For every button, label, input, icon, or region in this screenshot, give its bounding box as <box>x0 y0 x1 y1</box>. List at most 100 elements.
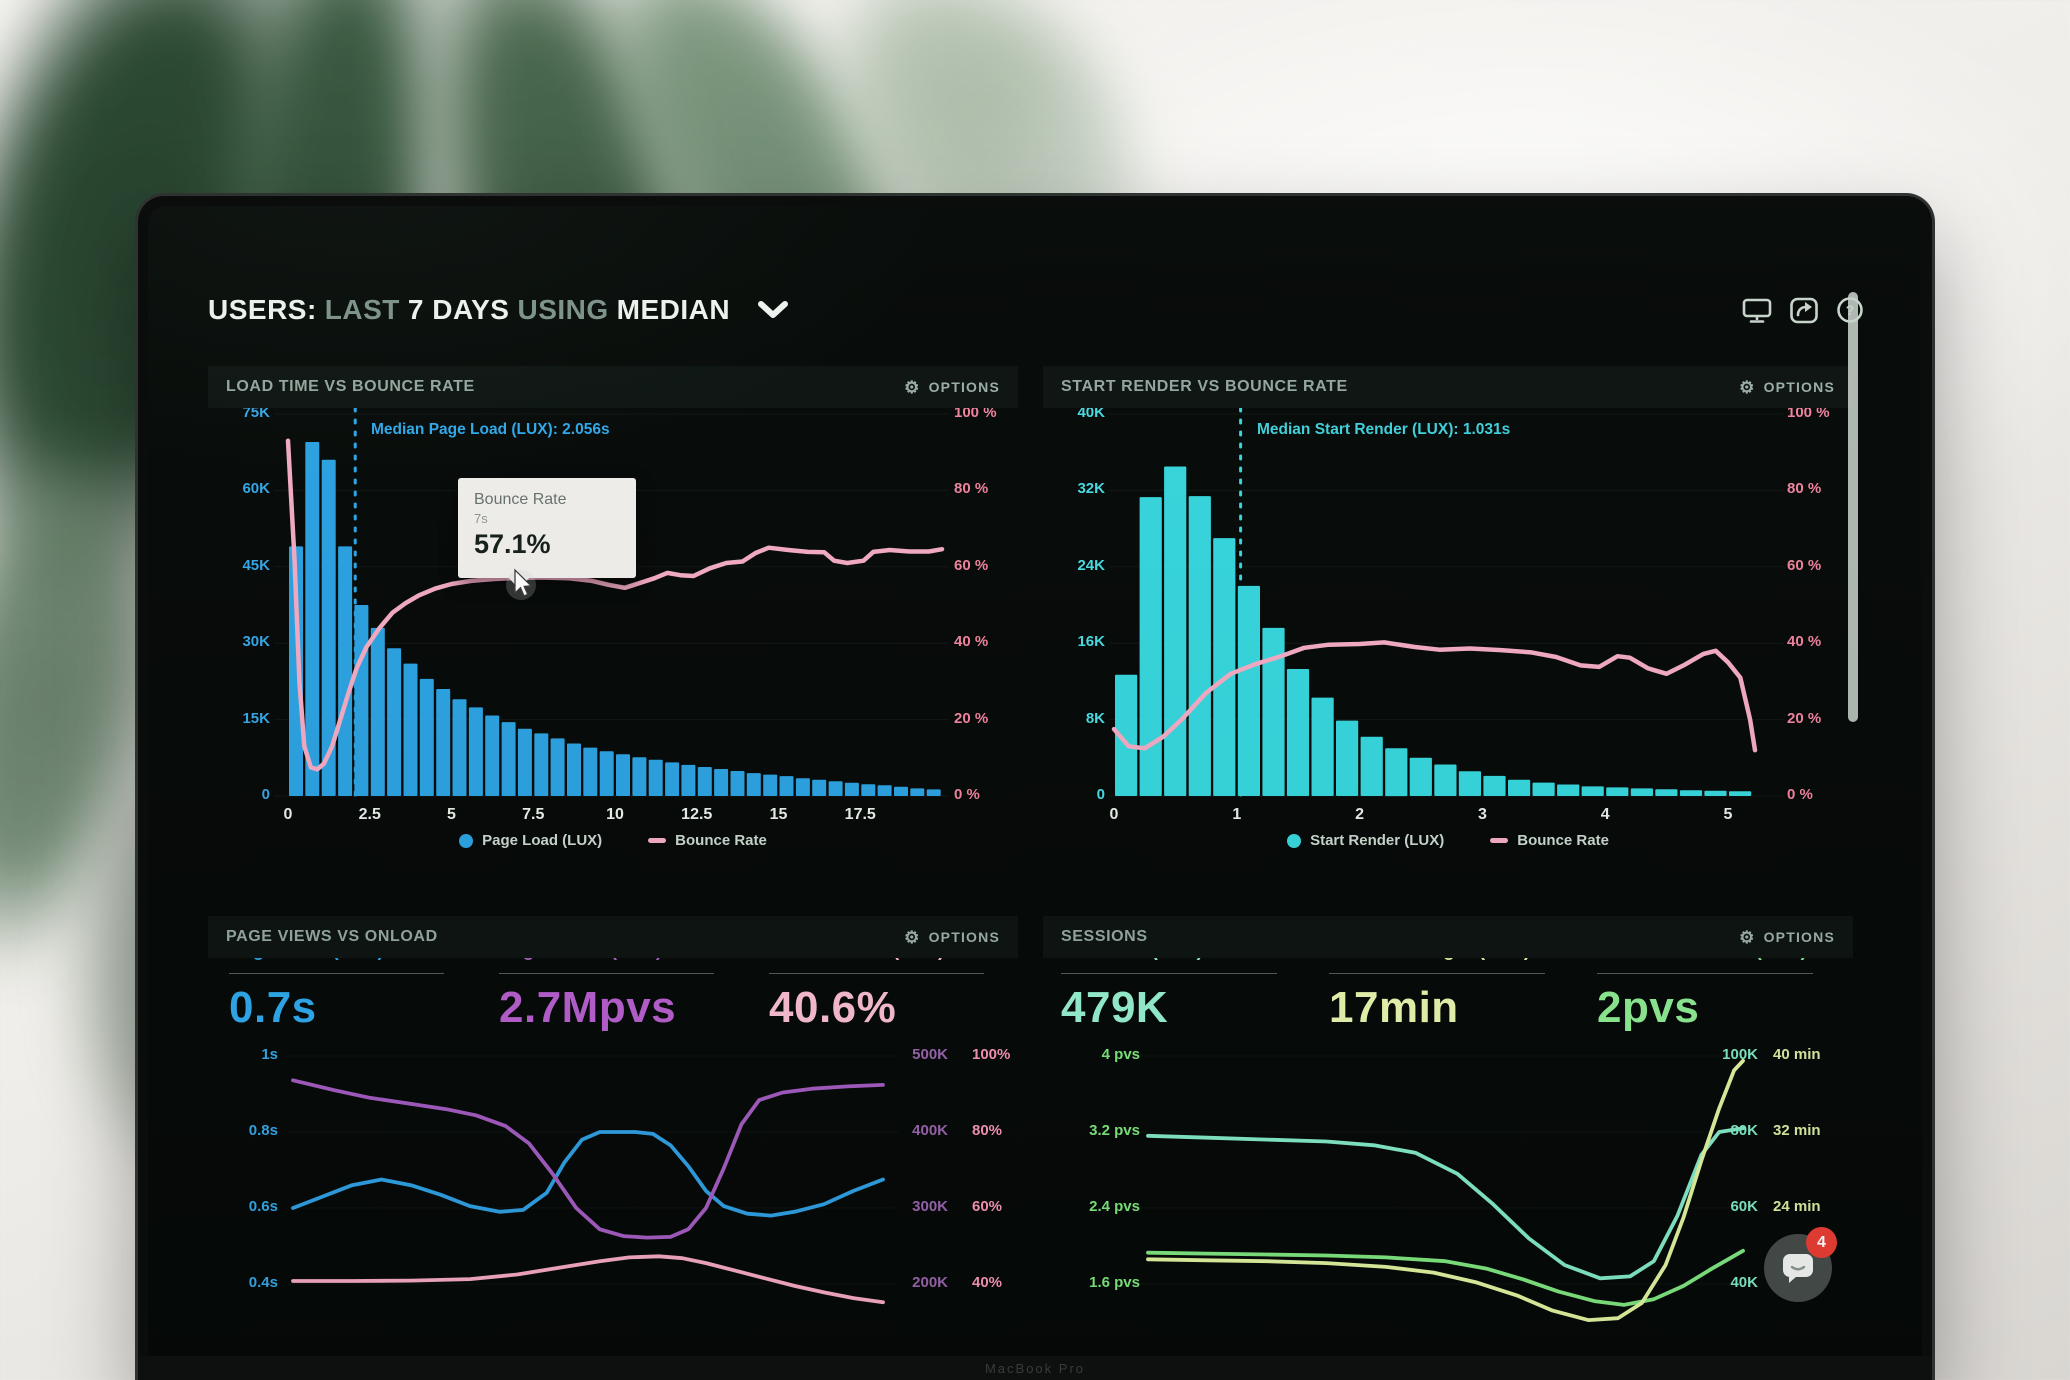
axis-tick: 20 % <box>1787 709 1822 727</box>
panel-page-views-vs-onload: PAGE VIEWS VS ONLOAD ⚙ OPTIONS Page Load… <box>208 916 1018 1348</box>
axis-tick: 17.5 <box>844 806 876 823</box>
axis-tick: 12.5 <box>681 806 713 823</box>
legend-label: Bounce Rate <box>1517 832 1609 849</box>
legend-item: Start Render (LUX) <box>1287 832 1444 849</box>
panel-header: PAGE VIEWS VS ONLOAD ⚙ OPTIONS <box>208 916 1018 958</box>
axis-tick: 5 <box>1723 806 1733 823</box>
panel-title: LOAD TIME VS BOUNCE RATE <box>226 378 475 395</box>
axis-tick: 0 <box>261 786 270 803</box>
options-button[interactable]: ⚙ OPTIONS <box>904 929 1000 946</box>
share-icon[interactable] <box>1790 297 1818 324</box>
legend-item: Bounce Rate <box>1490 832 1609 849</box>
axis-tick: 0 <box>1096 786 1105 803</box>
metric-value: 2.7Mpvs <box>499 983 677 1032</box>
legend-label: Start Render (LUX) <box>1310 832 1445 849</box>
panel-sessions: SESSIONS ⚙ OPTIONS Sessions (LUX)479KSes… <box>1043 916 1853 1348</box>
help-icon[interactable]: ? <box>1836 296 1864 324</box>
axis-tick: 0.4s <box>248 1274 278 1291</box>
dash-marker <box>1490 838 1509 843</box>
axis-tick: 15K <box>242 709 270 727</box>
chart-legend: Start Render (LUX) Bounce Rate <box>1043 832 1853 849</box>
axis-tick: 60K <box>1730 1198 1758 1215</box>
gear-icon: ⚙ <box>904 377 921 397</box>
axis-tick: 2 <box>1355 806 1365 823</box>
laptop-screen: USERS: LAST 7 DAYS USING MEDIAN <box>148 206 1922 1380</box>
panel-title: START RENDER VS BOUNCE RATE <box>1061 378 1348 395</box>
chart-legend: Page Load (LUX) Bounce Rate <box>208 832 1018 849</box>
axis-tick: 75K <box>242 404 270 421</box>
display-icon[interactable] <box>1742 297 1772 324</box>
dot-marker <box>1287 833 1302 848</box>
metric-value: 479K <box>1061 983 1169 1032</box>
axis-tick: 0.6s <box>248 1198 278 1215</box>
axis-tick: 4 pvs <box>1101 1046 1140 1063</box>
axis-tick: 60% <box>972 1198 1003 1215</box>
axis-tick: 40 min <box>1773 1046 1821 1063</box>
legend-label: Page Load (LUX) <box>482 832 603 849</box>
title-part: LAST <box>324 294 400 325</box>
options-label: OPTIONS <box>928 929 1000 945</box>
axis-tick: 3.2 pvs <box>1089 1122 1140 1139</box>
metric-value: 2pvs <box>1597 983 1700 1032</box>
legend-item: Page Load (LUX) <box>459 832 602 849</box>
axis-tick: 32K <box>1077 480 1105 498</box>
metric-divider <box>1329 973 1545 974</box>
options-button[interactable]: ⚙ OPTIONS <box>1739 379 1835 396</box>
dash-marker <box>648 838 667 843</box>
users-range-dropdown[interactable]: USERS: LAST 7 DAYS USING MEDIAN <box>208 294 790 326</box>
options-button[interactable]: ⚙ OPTIONS <box>1739 929 1835 946</box>
axis-tick: 5 <box>447 806 456 823</box>
axis-tick: 400K <box>912 1122 948 1139</box>
options-label: OPTIONS <box>1763 379 1835 395</box>
title-part: USERS: <box>208 294 317 325</box>
axis-tick: 24 min <box>1773 1198 1821 1215</box>
start_render-chart[interactable] <box>1043 366 1853 886</box>
median-annotation: Median Page Load (LUX): 2.056s <box>371 421 610 438</box>
metric-value: 40.6% <box>769 983 897 1032</box>
axis-tick: 45K <box>242 556 270 574</box>
notification-badge: 4 <box>1806 1227 1837 1258</box>
panel-header: SESSIONS ⚙ OPTIONS <box>1043 916 1853 958</box>
metric-value: 0.7s <box>229 983 317 1032</box>
chevron-down-icon <box>758 301 789 318</box>
title-part: MEDIAN <box>616 294 731 325</box>
axis-tick: 2.5 <box>358 806 381 823</box>
chat-widget-button[interactable]: 4 <box>1764 1227 1837 1302</box>
gear-icon: ⚙ <box>1739 927 1756 947</box>
axis-tick: 3 <box>1477 806 1487 823</box>
metric-divider <box>499 973 714 974</box>
axis-tick: 500K <box>912 1046 948 1063</box>
axis-tick: 8K <box>1085 709 1105 727</box>
dashboard-header: USERS: LAST 7 DAYS USING MEDIAN <box>208 294 1864 326</box>
axis-tick: 0 <box>1109 806 1119 823</box>
panel-start-render-vs-bounce-rate: START RENDER VS BOUNCE RATE ⚙ OPTIONS Me… <box>1043 366 1853 886</box>
axis-tick: 80 % <box>954 480 989 498</box>
axis-tick: 40 % <box>954 633 989 651</box>
options-button[interactable]: ⚙ OPTIONS <box>904 379 1000 396</box>
scrollbar[interactable] <box>1848 292 1858 722</box>
axis-tick: 30K <box>242 633 270 651</box>
axis-tick: 1.6 pvs <box>1089 1274 1140 1291</box>
median-annotation: Median Start Render (LUX): 1.031s <box>1257 421 1511 438</box>
page_views-chart[interactable] <box>208 916 1018 1348</box>
axis-tick: 24K <box>1077 556 1105 574</box>
axis-tick: 0 % <box>1787 786 1813 803</box>
axis-tick: 15 <box>769 806 788 823</box>
axis-tick: 0.8s <box>248 1122 278 1139</box>
panel-header: START RENDER VS BOUNCE RATE ⚙ OPTIONS <box>1043 366 1853 408</box>
laptop-frame: USERS: LAST 7 DAYS USING MEDIAN <box>138 196 1932 1380</box>
axis-tick: 2.4 pvs <box>1089 1198 1140 1215</box>
svg-text:?: ? <box>1846 302 1855 318</box>
axis-tick: 100 % <box>1787 404 1830 421</box>
axis-tick: 4 <box>1600 806 1610 823</box>
load_time-chart[interactable] <box>208 366 1018 886</box>
axis-tick: 40% <box>972 1274 1003 1291</box>
axis-tick: 1s <box>261 1046 278 1063</box>
axis-tick: 60 % <box>1787 556 1822 574</box>
page-title: USERS: LAST 7 DAYS USING MEDIAN <box>208 294 738 326</box>
axis-tick: 16K <box>1077 633 1105 651</box>
axis-tick: 300K <box>912 1198 948 1215</box>
sessions-chart[interactable] <box>1043 916 1853 1348</box>
panel-load-time-vs-bounce-rate: LOAD TIME VS BOUNCE RATE ⚙ OPTIONS Media… <box>208 366 1018 886</box>
axis-tick: 80K <box>1730 1122 1758 1139</box>
